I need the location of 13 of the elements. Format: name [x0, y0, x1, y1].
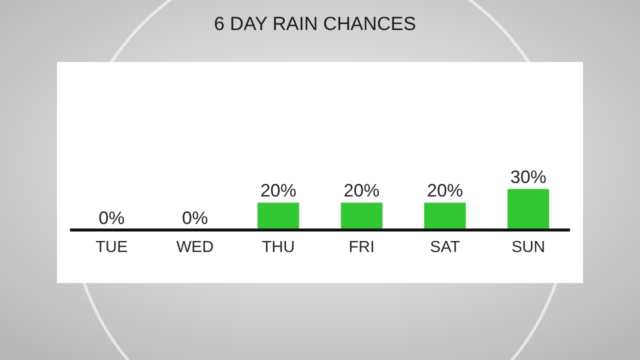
x-tick-label: THU [262, 239, 295, 256]
data-label: 0% [98, 208, 125, 228]
data-label: 20% [344, 180, 380, 201]
x-tick-label: SAT [430, 239, 460, 256]
data-label: 30% [510, 167, 546, 187]
data-label: 0% [182, 208, 208, 228]
data-label: 20% [260, 180, 296, 201]
x-tick-label: FRI [348, 239, 375, 256]
data-label: 20% [426, 180, 464, 201]
x-tick-label: TUE [96, 239, 128, 256]
x-tick-label: SUN [511, 239, 546, 256]
chart-title: 6 DAY RAIN CHANCES [214, 14, 416, 35]
x-tick-label: WED [176, 239, 214, 256]
